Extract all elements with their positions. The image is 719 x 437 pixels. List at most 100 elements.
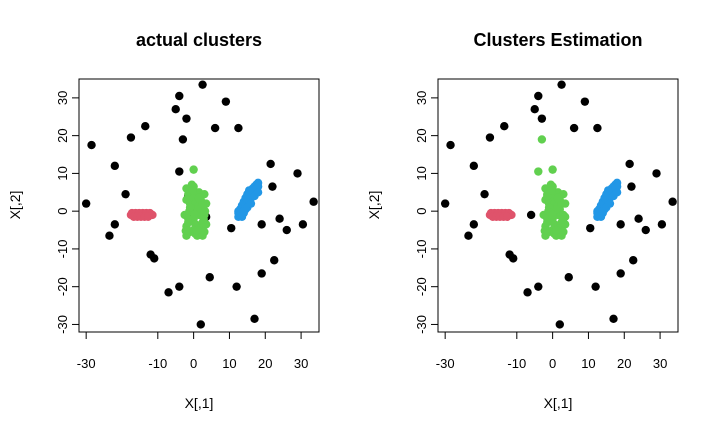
data-point xyxy=(652,169,661,178)
panel-clusters-estimation: Clusters Estimation X[,1] X[,2] -30 -10 0 1… xyxy=(366,30,679,411)
y-axis-label: X[,2] xyxy=(7,191,23,220)
data-point xyxy=(175,282,184,291)
y-tick-label: 30 xyxy=(414,91,429,105)
x-axis: -30 -10 0 10 20 30 xyxy=(436,332,667,371)
data-point xyxy=(105,231,114,240)
data-point xyxy=(182,114,191,123)
data-point xyxy=(110,161,120,171)
y-tick-label: 10 xyxy=(414,166,429,180)
data-point xyxy=(81,199,91,208)
x-tick-label: 10 xyxy=(581,356,595,371)
data-point xyxy=(234,123,243,133)
data-point xyxy=(244,186,254,195)
data-point xyxy=(555,320,564,329)
y-tick-label: -30 xyxy=(414,315,429,334)
series-0 xyxy=(440,80,677,329)
data-point xyxy=(268,182,277,191)
data-point xyxy=(257,269,266,278)
data-point xyxy=(87,140,96,150)
data-point xyxy=(309,197,318,206)
series-1 xyxy=(485,208,516,222)
data-point xyxy=(558,215,567,224)
data-point xyxy=(171,105,180,114)
data-point xyxy=(270,256,279,265)
y-tick-label: 10 xyxy=(55,166,70,180)
data-point xyxy=(293,169,302,178)
data-point xyxy=(250,314,259,323)
series-2 xyxy=(180,165,211,240)
data-point xyxy=(190,209,199,219)
data-point xyxy=(591,282,600,291)
series-3 xyxy=(593,178,622,222)
data-point xyxy=(629,256,638,265)
data-point xyxy=(586,223,595,233)
data-point xyxy=(266,159,275,169)
y-tick-label: 20 xyxy=(414,128,429,142)
points-layer xyxy=(440,80,677,329)
data-point xyxy=(612,188,622,197)
data-point xyxy=(446,140,455,150)
points-layer xyxy=(81,80,318,329)
data-point xyxy=(440,199,450,208)
data-point xyxy=(627,182,636,191)
data-point xyxy=(543,218,552,227)
data-point xyxy=(502,212,512,222)
y-tick-label: 0 xyxy=(55,208,70,215)
data-point xyxy=(580,97,590,106)
data-point xyxy=(143,212,153,222)
y-tick-label: 0 xyxy=(414,208,429,215)
x-axis: -30 -10 0 10 20 30 xyxy=(77,332,308,371)
data-point xyxy=(210,123,220,133)
data-point xyxy=(540,226,549,235)
data-point xyxy=(559,227,568,237)
data-point xyxy=(534,282,543,291)
data-point xyxy=(593,123,602,133)
data-point xyxy=(603,186,613,195)
data-point xyxy=(480,189,489,199)
data-point xyxy=(175,91,184,101)
data-point xyxy=(537,114,547,123)
data-point xyxy=(523,288,532,297)
x-tick-label: 30 xyxy=(294,356,308,371)
x-tick-label: 0 xyxy=(190,356,197,371)
data-point xyxy=(193,225,202,235)
data-point xyxy=(534,91,543,101)
data-point xyxy=(569,123,579,133)
data-point xyxy=(164,288,173,297)
data-point xyxy=(200,227,209,237)
data-point xyxy=(227,223,236,233)
x-axis-label: X[,1] xyxy=(185,395,214,411)
data-point xyxy=(547,186,556,195)
data-point xyxy=(184,218,193,227)
data-point xyxy=(275,214,284,223)
data-point xyxy=(485,133,495,142)
y-tick-label: -30 xyxy=(55,315,70,334)
y-tick-label: -20 xyxy=(414,277,429,296)
data-point xyxy=(625,159,634,169)
data-point xyxy=(126,133,136,142)
x-tick-label: 20 xyxy=(258,356,272,371)
data-point xyxy=(509,254,518,263)
plot-title: Clusters Estimation xyxy=(473,30,642,50)
x-axis-label: X[,1] xyxy=(544,395,573,411)
data-point xyxy=(548,210,557,220)
y-tick-label: -10 xyxy=(55,240,70,259)
plot-frame xyxy=(437,78,679,333)
data-point xyxy=(188,186,197,195)
y-tick-label: -10 xyxy=(414,240,429,259)
y-axis-label: X[,2] xyxy=(366,191,382,220)
plot-title: actual clusters xyxy=(136,30,262,50)
data-point xyxy=(150,254,159,263)
data-point xyxy=(185,203,195,212)
data-point xyxy=(199,215,208,224)
data-point xyxy=(141,122,150,131)
x-tick-label: -30 xyxy=(77,356,96,371)
x-tick-label: 0 xyxy=(549,356,556,371)
data-point xyxy=(181,226,190,235)
data-point xyxy=(232,282,241,291)
data-point xyxy=(657,220,667,229)
data-point xyxy=(189,165,198,174)
data-point xyxy=(537,135,547,144)
